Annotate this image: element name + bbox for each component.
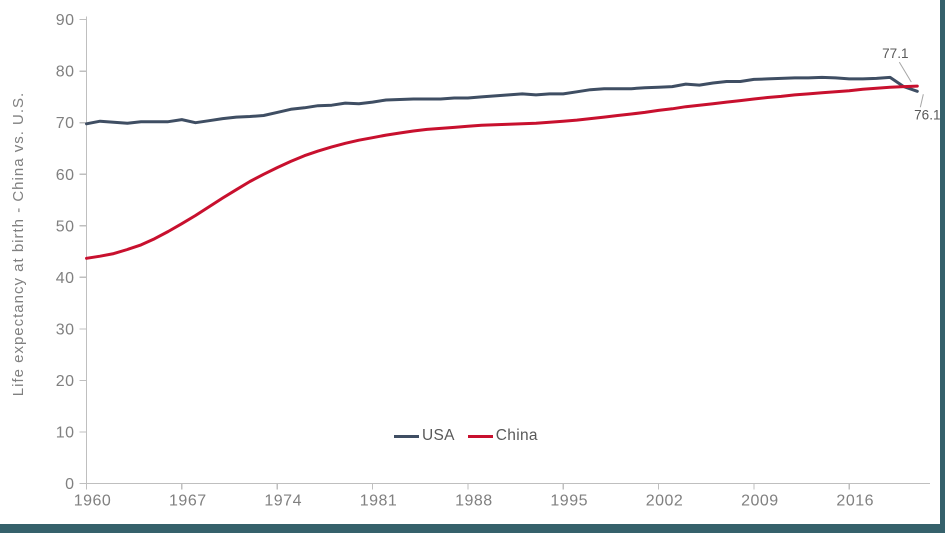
y-axis-title: Life expectancy at birth - China vs. U.S… — [10, 91, 27, 397]
y-tick-label: 50 — [56, 218, 75, 235]
x-tick-label: 1960 — [74, 493, 112, 510]
legend-swatch-usa — [394, 434, 419, 438]
y-tick-label: 70 — [56, 115, 75, 132]
x-tick-label: 1967 — [169, 493, 207, 510]
x-tick-label: 1974 — [264, 493, 302, 510]
page-edge-right — [940, 0, 945, 533]
page-edge-bottom — [0, 524, 945, 533]
x-tick-label: 2009 — [741, 493, 779, 510]
x-tick-label: 1988 — [455, 493, 493, 510]
legend-label-usa: USA — [422, 427, 455, 444]
series-line-china — [85, 84, 919, 260]
y-tick-label: 10 — [56, 424, 75, 441]
y-tick-label: 30 — [56, 321, 75, 338]
annotation-leader-usa — [919, 94, 924, 108]
x-tick-label: 1995 — [550, 493, 588, 510]
x-tick-label: 1981 — [360, 493, 398, 510]
annotation-label-china: 77.1 — [882, 46, 908, 61]
y-tick-label: 80 — [56, 64, 75, 81]
y-tick-label: 90 — [56, 12, 75, 29]
legend-item-usa: USA — [394, 427, 455, 445]
x-tick-label: 2016 — [836, 493, 874, 510]
x-tick-label: 2002 — [646, 493, 684, 510]
y-tick-label: 40 — [56, 270, 75, 287]
annotation-label-usa: 76.1 — [914, 107, 940, 122]
legend-label-china: China — [495, 427, 538, 444]
y-tick-label: 0 — [65, 476, 74, 493]
annotation-leader-china — [898, 61, 912, 83]
legend-item-china: China — [467, 427, 538, 445]
series-line-usa — [85, 75, 919, 126]
y-tick-label: 60 — [56, 167, 75, 184]
legend: USA China — [394, 427, 538, 445]
y-tick-label: 20 — [56, 373, 75, 390]
legend-swatch-china — [467, 434, 493, 438]
